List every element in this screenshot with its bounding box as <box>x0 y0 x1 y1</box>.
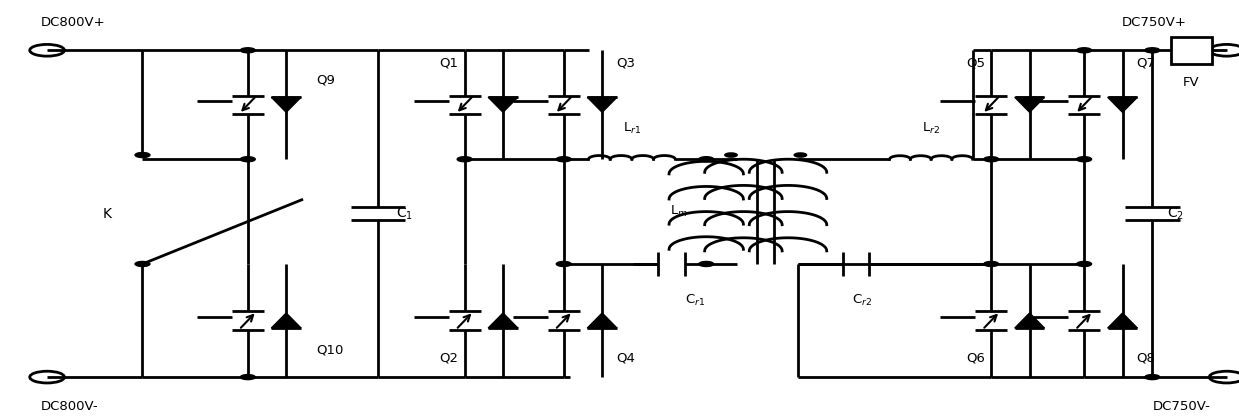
Text: Q3: Q3 <box>616 56 634 70</box>
Text: C$_{r2}$: C$_{r2}$ <box>852 293 872 308</box>
Circle shape <box>699 157 714 162</box>
Text: C$_1$: C$_1$ <box>396 205 414 222</box>
Circle shape <box>984 157 999 162</box>
Text: Q9: Q9 <box>316 73 335 86</box>
Text: DC750V-: DC750V- <box>1152 400 1211 413</box>
Polygon shape <box>587 97 617 112</box>
Text: C$_2$: C$_2$ <box>1167 205 1184 222</box>
Circle shape <box>725 153 737 157</box>
Circle shape <box>794 153 807 157</box>
Circle shape <box>1077 261 1092 266</box>
Text: DC800V+: DC800V+ <box>41 16 105 29</box>
Text: Q1: Q1 <box>440 56 458 70</box>
Circle shape <box>240 375 255 380</box>
Polygon shape <box>488 313 518 328</box>
Text: L$_{r2}$: L$_{r2}$ <box>922 121 940 136</box>
Polygon shape <box>488 97 518 112</box>
Circle shape <box>1145 375 1160 380</box>
Text: Q10: Q10 <box>316 343 343 357</box>
Text: Q8: Q8 <box>1136 352 1155 365</box>
Circle shape <box>240 48 255 53</box>
Text: L$_m$: L$_m$ <box>670 204 688 219</box>
Circle shape <box>984 261 999 266</box>
Text: FV: FV <box>1183 76 1199 90</box>
Circle shape <box>556 157 571 162</box>
Circle shape <box>699 261 714 266</box>
Polygon shape <box>1108 313 1137 328</box>
Text: L$_{r1}$: L$_{r1}$ <box>623 121 641 136</box>
Text: Q5: Q5 <box>966 56 985 70</box>
Circle shape <box>135 261 150 266</box>
Polygon shape <box>1015 97 1044 112</box>
Polygon shape <box>1015 313 1044 328</box>
Text: DC800V-: DC800V- <box>41 400 99 413</box>
Circle shape <box>1077 157 1092 162</box>
Polygon shape <box>271 97 301 112</box>
Circle shape <box>556 261 571 266</box>
Circle shape <box>1077 48 1092 53</box>
Circle shape <box>1145 48 1160 53</box>
Polygon shape <box>587 313 617 328</box>
Text: DC750V+: DC750V+ <box>1121 16 1186 29</box>
Polygon shape <box>1108 97 1137 112</box>
Circle shape <box>135 153 150 158</box>
Text: C$_{r1}$: C$_{r1}$ <box>685 293 705 308</box>
Text: Q4: Q4 <box>616 352 634 365</box>
Text: K: K <box>103 207 112 221</box>
Text: Q7: Q7 <box>1136 56 1155 70</box>
Circle shape <box>240 157 255 162</box>
Circle shape <box>457 157 472 162</box>
Text: Q6: Q6 <box>966 352 985 365</box>
Polygon shape <box>271 313 301 328</box>
Text: Q2: Q2 <box>440 352 458 365</box>
Bar <box>1171 36 1212 64</box>
